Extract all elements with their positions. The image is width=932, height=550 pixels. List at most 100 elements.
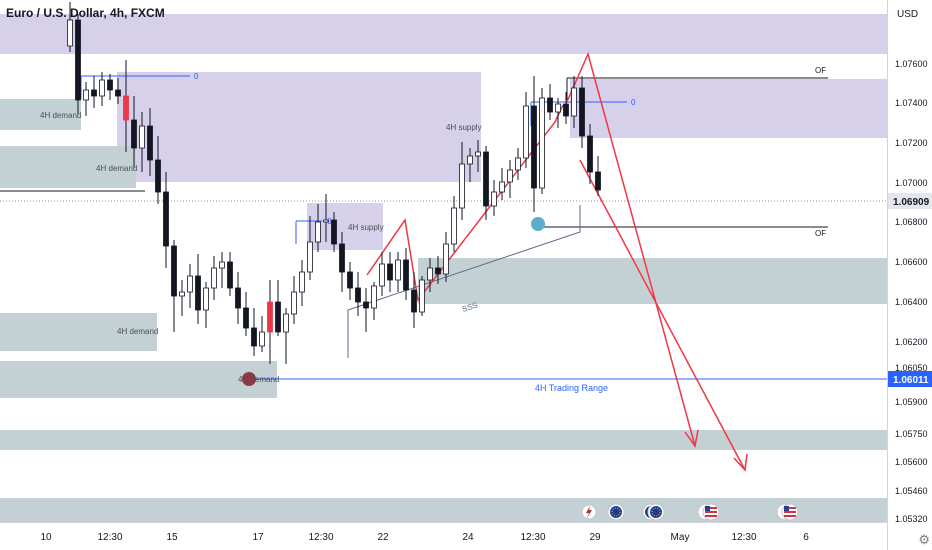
candle-body[interactable]: [91, 89, 97, 97]
candle-body[interactable]: [259, 331, 265, 347]
candle-body[interactable]: [155, 159, 161, 193]
candle-body[interactable]: [355, 287, 361, 303]
us-flag-pair-icon[interactable]: [697, 503, 720, 521]
candle-body[interactable]: [483, 151, 489, 207]
arrowhead-1: [684, 429, 699, 448]
price-tick-label: 1.05600: [895, 457, 928, 467]
candle-body[interactable]: [115, 89, 121, 97]
candle-body[interactable]: [379, 263, 385, 287]
demand-label-4: 4H demand: [238, 375, 279, 384]
candle-body[interactable]: [283, 313, 289, 333]
candle-body[interactable]: [539, 97, 545, 189]
time-tick-label: 12:30: [308, 532, 333, 543]
candle-body[interactable]: [387, 263, 393, 281]
candle-body[interactable]: [427, 267, 433, 281]
candle-body[interactable]: [531, 105, 537, 189]
currency-label: USD: [897, 9, 919, 20]
price-tick-label: 1.07200: [895, 138, 928, 148]
candle-body[interactable]: [267, 301, 273, 333]
marker-red[interactable]: [242, 372, 256, 386]
candle-body[interactable]: [67, 19, 73, 47]
candle-body[interactable]: [587, 135, 593, 173]
candle-body[interactable]: [219, 261, 225, 269]
price-tick-label: 1.06050: [895, 363, 928, 373]
candle-body[interactable]: [563, 103, 569, 117]
candle-body[interactable]: [331, 219, 337, 245]
candle-body[interactable]: [147, 125, 153, 161]
candle-body[interactable]: [499, 181, 505, 193]
candle-body[interactable]: [131, 119, 137, 149]
candle-body[interactable]: [75, 19, 81, 101]
current-price-badge: 1.06909: [888, 193, 932, 209]
candle-body[interactable]: [211, 267, 217, 289]
time-tick-label: 22: [377, 532, 389, 543]
candle-body[interactable]: [459, 163, 465, 209]
arrowhead-2: [733, 453, 748, 472]
time-tick-label: May: [671, 532, 690, 543]
currency-selector[interactable]: USD: [887, 0, 932, 32]
candle-body[interactable]: [315, 221, 321, 243]
candle-body[interactable]: [83, 89, 89, 101]
candle-body[interactable]: [203, 287, 209, 311]
symbol-title[interactable]: Euro / U.S. Dollar, 4h, FXCM: [6, 6, 165, 20]
candle-body[interactable]: [523, 105, 529, 159]
candle-body[interactable]: [411, 289, 417, 313]
candle-body[interactable]: [139, 125, 145, 149]
candle-body[interactable]: [235, 287, 241, 309]
candle-body[interactable]: [363, 301, 369, 309]
projection-path-2: [579, 159, 746, 471]
time-tick-label: 15: [166, 532, 178, 543]
candle-body[interactable]: [371, 285, 377, 309]
candle-body[interactable]: [419, 279, 425, 313]
candle-body[interactable]: [107, 79, 113, 91]
candle-body[interactable]: [307, 241, 313, 273]
candle-body[interactable]: [475, 151, 481, 157]
candle-body[interactable]: [547, 97, 553, 113]
candle-body[interactable]: [195, 275, 201, 311]
candle-body[interactable]: [403, 259, 409, 291]
candle-body[interactable]: [451, 207, 457, 245]
candle-body[interactable]: [579, 87, 585, 137]
candle-body[interactable]: [515, 157, 521, 171]
candle-body[interactable]: [187, 275, 193, 293]
sss-trendline: [347, 205, 581, 358]
candle-body[interactable]: [243, 307, 249, 329]
candle-body[interactable]: [291, 291, 297, 315]
candle-body[interactable]: [395, 259, 401, 281]
price-axis[interactable]: 1.07600 1.07400 1.07200 1.07000 1.06800 1.066…: [895, 59, 928, 524]
candle-body[interactable]: [163, 191, 169, 247]
candle-body[interactable]: [435, 267, 441, 275]
candle-body[interactable]: [171, 245, 177, 297]
candle-body[interactable]: [595, 171, 601, 191]
candle-body[interactable]: [339, 243, 345, 273]
us-flag-pair-icon[interactable]: [776, 503, 799, 521]
candle-body[interactable]: [123, 95, 129, 121]
candle-body[interactable]: [555, 103, 561, 113]
candle-body[interactable]: [571, 87, 577, 117]
candle-body[interactable]: [179, 291, 185, 297]
candle-body[interactable]: [275, 301, 281, 333]
candle-body[interactable]: [347, 271, 353, 289]
lightning-icon[interactable]: [581, 504, 597, 520]
candle-body[interactable]: [99, 79, 105, 97]
marker-teal[interactable]: [531, 217, 545, 231]
settings-gear-icon[interactable]: ⚙: [918, 532, 930, 547]
time-tick-label: 24: [462, 532, 474, 543]
globe-pair-icon[interactable]: [642, 503, 665, 521]
demand-label-2: 4H demand: [96, 164, 137, 173]
candle-body[interactable]: [491, 191, 497, 207]
candle-body[interactable]: [227, 261, 233, 289]
candle-body[interactable]: [299, 271, 305, 293]
time-tick-label: 12:30: [731, 532, 756, 543]
of-label-top: OF: [815, 66, 826, 75]
candle-body[interactable]: [443, 243, 449, 275]
candle-body[interactable]: [467, 155, 473, 165]
time-axis[interactable]: 10 12:30 15 17 12:30 22 24 12:30 29 May 12:30 6: [40, 532, 809, 543]
demand-zone-3: [0, 313, 157, 351]
globe-icon[interactable]: [607, 503, 625, 521]
candle-body[interactable]: [507, 169, 513, 183]
candle-body[interactable]: [323, 219, 329, 223]
candle-body[interactable]: [251, 327, 257, 347]
